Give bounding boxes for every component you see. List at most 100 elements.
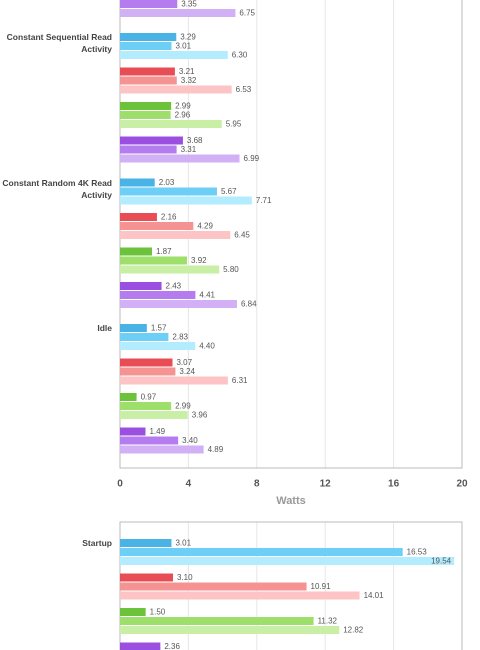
value-label: 6.31 <box>232 376 248 385</box>
bar <box>120 136 183 145</box>
bar <box>120 256 188 265</box>
category-label-box: Startup <box>82 538 112 548</box>
bar <box>120 367 176 376</box>
value-label: 3.31 <box>181 145 197 154</box>
value-label: 1.57 <box>151 324 167 333</box>
bar <box>120 178 155 187</box>
bar <box>120 642 161 650</box>
value-label: 12.82 <box>343 626 364 635</box>
value-label: 2.03 <box>159 178 175 187</box>
bar <box>120 411 188 419</box>
value-label: 2.96 <box>175 111 191 120</box>
value-label: 6.99 <box>244 154 260 163</box>
bar <box>120 0 178 8</box>
value-label: 6.53 <box>236 85 252 94</box>
bar <box>120 582 307 591</box>
category-label: Constant Sequential Read Activity <box>6 32 112 54</box>
bar <box>120 222 194 230</box>
value-label: 3.21 <box>179 67 195 76</box>
bar <box>120 402 172 410</box>
bar <box>120 376 228 385</box>
value-label: 4.40 <box>199 342 215 351</box>
value-label: 3.24 <box>179 367 195 376</box>
value-label: 6.84 <box>241 300 257 309</box>
bar <box>120 626 340 634</box>
bar <box>120 557 455 565</box>
plot-border <box>119 521 463 650</box>
value-label: 16.53 <box>407 548 428 557</box>
bar <box>120 300 237 308</box>
bar <box>120 342 196 350</box>
bar <box>120 51 228 59</box>
bar <box>120 393 137 401</box>
bar <box>120 111 171 119</box>
bar <box>120 196 252 205</box>
value-label: 2.83 <box>172 333 188 342</box>
x-axis-title: Watts <box>276 495 306 507</box>
value-label: 1.87 <box>156 247 172 256</box>
value-label: 3.32 <box>181 76 197 85</box>
category-label: Startup <box>82 538 112 548</box>
bar <box>120 608 146 616</box>
value-label: 6.30 <box>232 51 248 60</box>
bar <box>120 282 162 290</box>
x-tick-label: 12 <box>320 479 332 490</box>
bar <box>120 187 217 196</box>
bar <box>120 231 231 239</box>
bar <box>120 145 177 154</box>
bar <box>120 102 172 110</box>
value-label: 3.68 <box>187 136 203 145</box>
bar <box>120 154 240 163</box>
value-label: 1.49 <box>149 427 165 436</box>
bar <box>120 213 157 221</box>
value-label: 1.50 <box>150 608 166 617</box>
value-label: 2.43 <box>166 282 182 291</box>
category-label: Constant Random 4K Read Activity <box>2 177 112 200</box>
bar <box>120 324 147 332</box>
bar <box>120 291 196 299</box>
value-label: 11.32 <box>318 617 338 626</box>
bar <box>120 247 152 256</box>
bar <box>120 67 175 76</box>
bar <box>120 42 172 50</box>
value-label: 2.36 <box>164 642 180 650</box>
bar <box>120 591 360 600</box>
value-label: 7.71 <box>256 196 272 205</box>
bar <box>120 445 204 454</box>
value-label: 3.40 <box>182 436 198 445</box>
value-label: 3.96 <box>192 411 208 420</box>
value-label: 14.01 <box>364 591 385 600</box>
value-label: 3.07 <box>176 358 192 367</box>
value-label: 3.10 <box>177 573 193 582</box>
x-tick-label: 20 <box>456 479 468 490</box>
value-label: 3.35 <box>181 0 197 9</box>
value-label: 4.41 <box>199 291 215 300</box>
value-label: 2.99 <box>175 402 191 411</box>
value-label: 6.45 <box>234 231 250 240</box>
bar <box>120 548 403 556</box>
value-label: 5.67 <box>221 187 237 196</box>
category-label-box: Idle <box>97 323 112 333</box>
bar <box>120 539 172 547</box>
x-tick-label: 16 <box>388 479 400 490</box>
value-label: 5.80 <box>223 265 239 274</box>
bar <box>120 265 220 274</box>
bar <box>120 573 174 582</box>
bar <box>120 427 146 436</box>
bar <box>120 9 236 17</box>
category-label: Idle <box>97 323 112 333</box>
bar <box>120 358 173 367</box>
x-tick-label: 0 <box>117 479 123 490</box>
value-label: 10.91 <box>311 582 332 591</box>
bar <box>120 120 222 128</box>
value-label: 5.95 <box>226 120 242 129</box>
value-label: 3.01 <box>175 539 191 548</box>
bar <box>120 436 179 445</box>
x-tick-label: 8 <box>254 479 260 490</box>
bar <box>120 76 177 85</box>
category-label-box: Constant Sequential Read Activity <box>6 32 112 54</box>
value-label: 4.89 <box>208 445 224 454</box>
value-label: 3.92 <box>191 256 207 265</box>
value-label: 19.54 <box>431 557 452 566</box>
